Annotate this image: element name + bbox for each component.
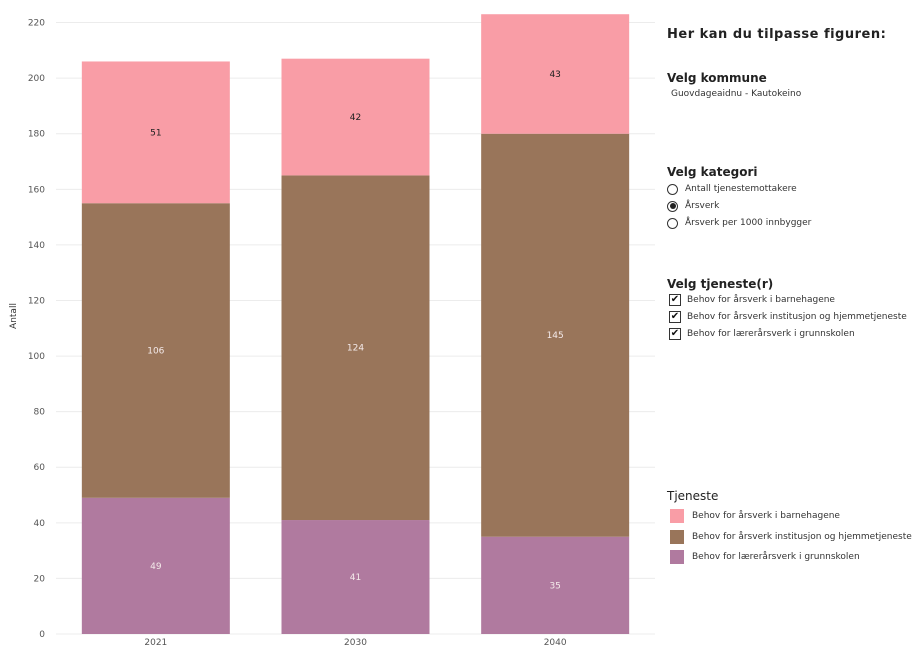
legend-swatch (670, 530, 684, 544)
bar-segment (81, 61, 230, 204)
y-tick-label: 120 (28, 296, 45, 306)
bar-value-label: 41 (350, 573, 361, 583)
bar-segment (81, 203, 230, 498)
legend-label: Behov for lærerårsverk i grunnskolen (692, 552, 860, 562)
radio-antall-tjenestemottakere[interactable]: Antall tjenestemottakere (667, 182, 797, 196)
radio-label: Årsverk (685, 201, 720, 211)
checkbox-checked-icon: ✔ (669, 311, 681, 323)
y-tick-label: 60 (34, 463, 46, 473)
legend-label: Behov for årsverk i barnehagene (692, 511, 840, 521)
x-tick-label: 2030 (344, 638, 367, 648)
checkbox-label: Behov for lærerårsverk i grunnskolen (687, 329, 855, 339)
checkbox-checked-icon: ✔ (669, 294, 681, 306)
y-tick-label: 40 (34, 519, 46, 529)
bar-segment (281, 58, 430, 176)
legend-item-institusjon: Behov for årsverk institusjon og hjemmet… (670, 530, 912, 544)
bar-segment (481, 14, 630, 134)
x-tick-label: 2021 (144, 638, 167, 648)
bar-value-label: 49 (150, 562, 162, 572)
y-tick-label: 20 (34, 574, 46, 584)
checkbox-barnehagene[interactable]: ✔ Behov for årsverk i barnehagene (669, 293, 835, 307)
radio-label: Årsverk per 1000 innbygger (685, 218, 812, 228)
y-axis-ticks: 0 20 40 60 80 100 120 140 160 180 200 220 (28, 19, 45, 640)
y-tick-label: 180 (28, 130, 45, 140)
bar-value-label: 42 (350, 113, 361, 123)
radio-label: Antall tjenestemottakere (685, 184, 797, 194)
legend-swatch (670, 550, 684, 564)
kategori-section-title: Velg kategori (667, 165, 758, 179)
legend-label: Behov for årsverk institusjon og hjemmet… (692, 532, 912, 542)
radio-icon (667, 183, 678, 195)
y-tick-label: 220 (28, 19, 45, 29)
x-tick-label: 2040 (544, 638, 567, 648)
legend-title: Tjeneste (667, 489, 719, 503)
kommune-select[interactable]: Guovdageaidnu - Kautokeino (671, 89, 802, 99)
checkbox-checked-icon: ✔ (669, 328, 681, 340)
legend-item-barnehagene: Behov for årsverk i barnehagene (670, 509, 840, 523)
panel-title: Her kan du tilpasse figuren: (667, 27, 887, 42)
bar-value-label: 106 (147, 347, 164, 357)
radio-arsverk-per-1000[interactable]: Årsverk per 1000 innbygger (667, 216, 811, 230)
y-tick-label: 140 (28, 241, 45, 251)
bar-value-label: 124 (347, 344, 364, 354)
bars: 49 106 51 41 124 42 35 145 43 (81, 14, 630, 634)
y-axis-label: Antall (9, 303, 19, 329)
tjeneste-section-title: Velg tjeneste(r) (667, 277, 774, 291)
bar-value-label: 145 (547, 331, 564, 341)
bar-segment (281, 520, 430, 634)
bar-value-label: 35 (549, 581, 560, 591)
bar-value-label: 43 (549, 70, 560, 80)
checkbox-institusjon[interactable]: ✔ Behov for årsverk institusjon og hjemm… (669, 310, 907, 324)
kommune-section-title: Velg kommune (667, 71, 767, 85)
bar-segment (481, 536, 630, 634)
x-axis-ticks: 2021 2030 2040 (144, 638, 567, 648)
checkbox-label: Behov for årsverk i barnehagene (687, 295, 835, 305)
y-tick-label: 160 (28, 185, 45, 195)
radio-arsverk[interactable]: Årsverk (667, 199, 719, 213)
radio-selected-icon (667, 200, 678, 212)
bar-segment (481, 133, 630, 537)
bar-segment (281, 175, 430, 521)
y-tick-label: 200 (28, 74, 45, 84)
checkbox-grunnskolen[interactable]: ✔ Behov for lærerårsverk i grunnskolen (669, 327, 855, 341)
legend-swatch (670, 509, 684, 523)
legend-item-grunnskolen: Behov for lærerårsverk i grunnskolen (670, 550, 860, 564)
bar-segment (81, 497, 230, 634)
checkbox-label: Behov for årsverk institusjon og hjemmet… (687, 312, 907, 322)
y-tick-label: 100 (28, 352, 45, 362)
y-tick-label: 80 (34, 408, 46, 418)
bar-value-label: 51 (150, 128, 161, 138)
y-tick-label: 0 (39, 630, 45, 640)
radio-icon (667, 217, 678, 229)
